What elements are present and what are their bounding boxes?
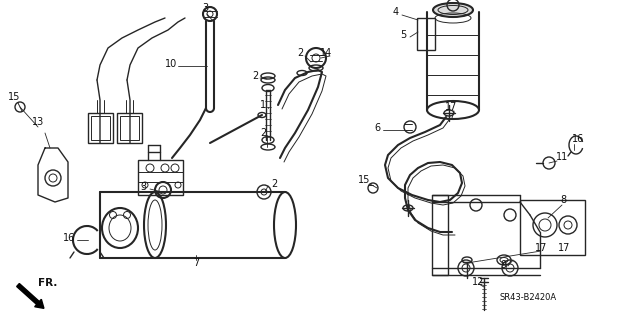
Text: 2: 2 (297, 48, 303, 58)
Bar (117, 113, 142, 143)
Bar (138, 160, 183, 195)
Text: 12: 12 (472, 277, 484, 287)
Text: 17: 17 (558, 243, 570, 253)
Bar (91, 116, 110, 140)
Text: 8: 8 (560, 195, 566, 205)
Ellipse shape (433, 3, 473, 17)
Text: 10: 10 (165, 59, 177, 69)
Text: 14: 14 (320, 48, 332, 58)
Bar (88, 113, 113, 143)
Text: 5: 5 (400, 30, 406, 40)
Text: SR43-B2420A: SR43-B2420A (500, 293, 557, 302)
Text: 3: 3 (140, 182, 146, 192)
Bar (417, 18, 435, 50)
Text: 2: 2 (252, 71, 259, 81)
Text: 17: 17 (445, 102, 458, 112)
Text: 13: 13 (32, 117, 44, 127)
Text: 1: 1 (260, 100, 266, 110)
Text: 15: 15 (8, 92, 20, 102)
Bar (432, 195, 448, 275)
FancyArrow shape (17, 284, 44, 308)
Text: 6: 6 (374, 123, 380, 133)
Text: 7: 7 (193, 258, 199, 268)
Text: 16: 16 (63, 233, 76, 243)
Text: 15: 15 (358, 175, 371, 185)
Text: 3: 3 (202, 3, 208, 13)
Text: FR.: FR. (38, 278, 58, 288)
Text: 4: 4 (393, 7, 399, 17)
Text: 9: 9 (500, 260, 506, 270)
Text: 17: 17 (535, 243, 547, 253)
Text: 11: 11 (556, 152, 568, 162)
Text: 2: 2 (260, 128, 266, 138)
Bar (120, 116, 139, 140)
Bar (520, 200, 585, 255)
Text: 2: 2 (271, 179, 277, 189)
Text: 16: 16 (572, 134, 584, 144)
